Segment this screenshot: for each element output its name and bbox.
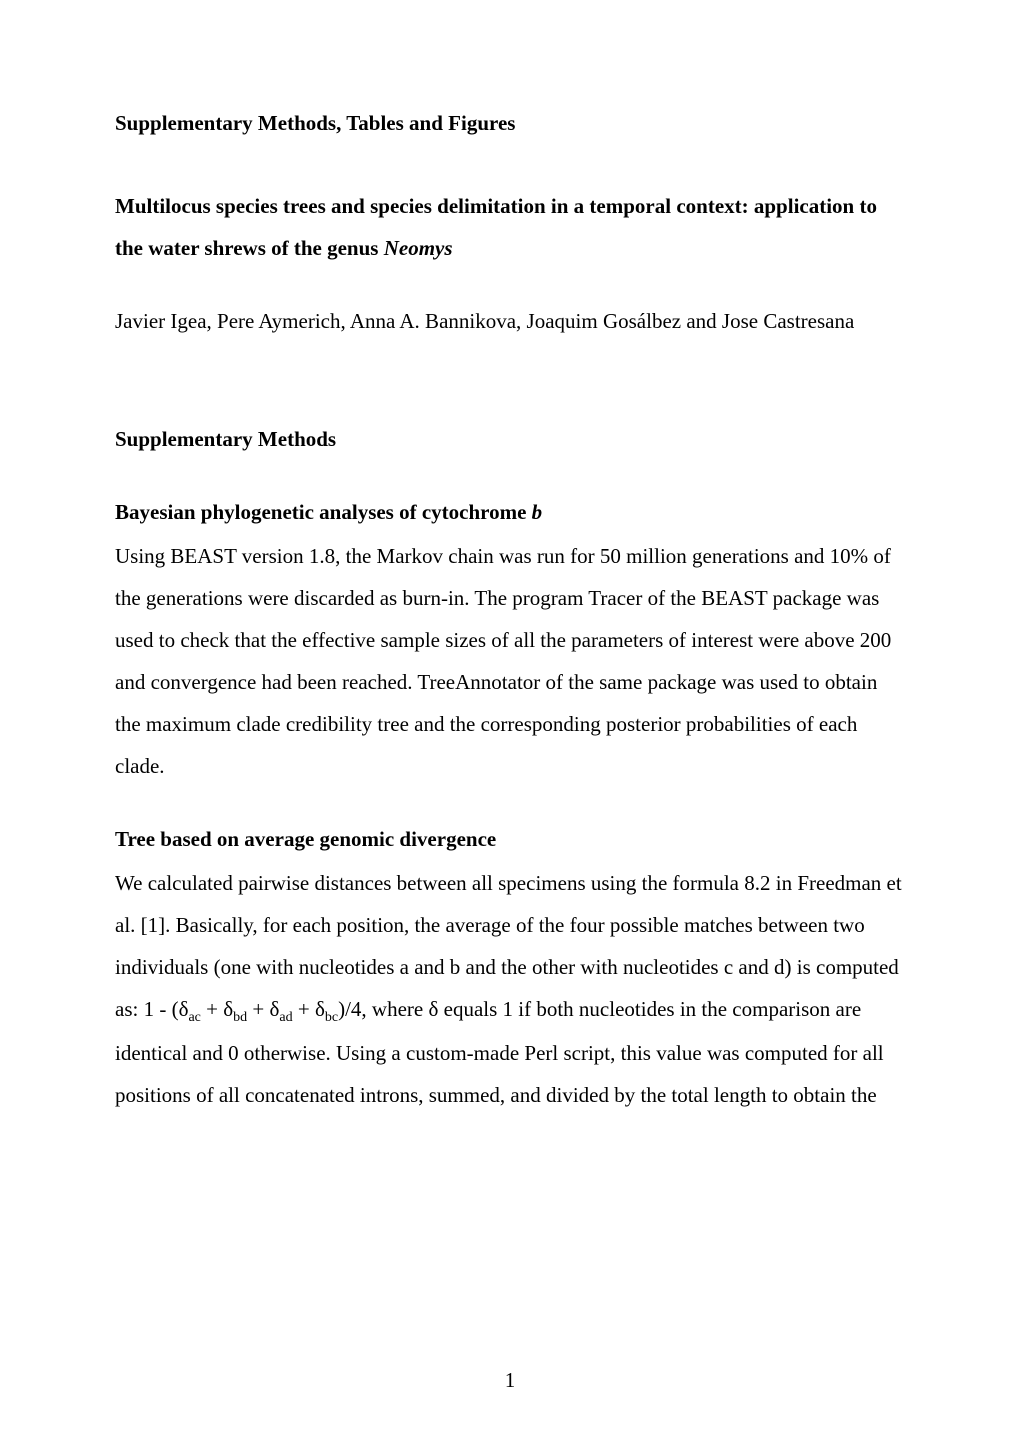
subsection2-mid1: + δ [201, 997, 233, 1021]
subsection-heading-bayesian: Bayesian phylogenetic analyses of cytoch… [115, 500, 905, 525]
subtitle-genus-italic: Neomys [384, 236, 453, 260]
subsection1-heading-pre: Bayesian phylogenetic analyses of cytoch… [115, 500, 532, 524]
subsection2-mid2: + δ [247, 997, 279, 1021]
page-number: 1 [0, 1368, 1020, 1393]
subscript-ad: ad [279, 1010, 292, 1025]
subscript-bd: bd [233, 1010, 247, 1025]
main-title: Supplementary Methods, Tables and Figure… [115, 110, 905, 137]
subsection2-mid3: + δ [293, 997, 325, 1021]
subsection-heading-tree: Tree based on average genomic divergence [115, 827, 905, 852]
subtitle-line1: Multilocus species trees and species del… [115, 194, 877, 218]
subsection2-body: We calculated pairwise distances between… [115, 862, 905, 1116]
subsection1-body: Using BEAST version 1.8, the Markov chai… [115, 535, 905, 787]
authors-line: Javier Igea, Pere Aymerich, Anna A. Bann… [115, 305, 905, 339]
section-heading-supplementary-methods: Supplementary Methods [115, 427, 905, 452]
subscript-bc: bc [325, 1010, 338, 1025]
subsection1-heading-italic: b [532, 500, 543, 524]
subscript-ac: ac [188, 1010, 200, 1025]
document-page: Supplementary Methods, Tables and Figure… [0, 0, 1020, 1443]
subtitle-line2-pre: the water shrews of the genus [115, 236, 384, 260]
paper-subtitle: Multilocus species trees and species del… [115, 185, 905, 269]
